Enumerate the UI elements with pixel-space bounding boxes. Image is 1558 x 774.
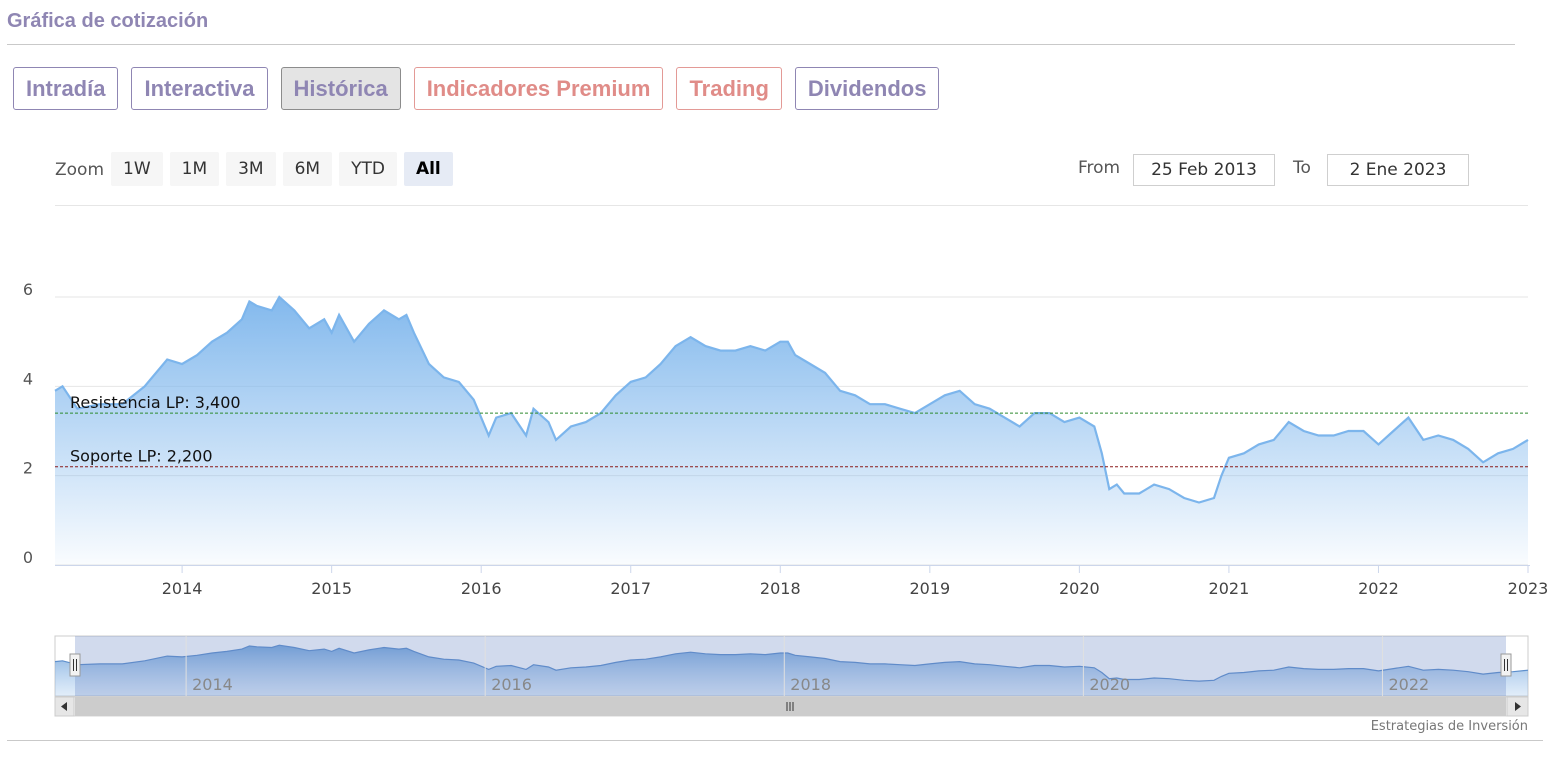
arrow-left-icon (61, 702, 67, 711)
navigator-tick-label: 2020 (1089, 675, 1130, 694)
zoom-all-button[interactable]: All (403, 152, 453, 186)
y-tick-label: 0 (23, 548, 33, 567)
y-tick-label: 4 (23, 369, 33, 388)
price-line (54, 295, 1529, 504)
x-tick-label: 2021 (1209, 579, 1250, 598)
zoom-label: Zoom (55, 160, 105, 180)
toolbar-divider (55, 205, 1528, 206)
x-tick-label: 2015 (311, 579, 352, 598)
x-tick-label: 2020 (1059, 579, 1100, 598)
y-tick-label: 2 (23, 459, 33, 478)
x-tick-label: 2023 (1508, 579, 1549, 598)
x-tick-label: 2019 (909, 579, 950, 598)
tab-intradía[interactable]: Intradía (13, 67, 119, 110)
resistance-label: Resistencia LP: 3,400 (70, 393, 241, 412)
zoom-ytd-button[interactable]: YTD (339, 152, 397, 186)
to-label: To (1293, 158, 1311, 178)
bottom-divider (7, 740, 1543, 741)
from-label: From (1078, 158, 1121, 178)
credit-text: Estrategias de Inversión (1370, 719, 1528, 734)
navigator-area (55, 645, 1528, 696)
tab-interactiva[interactable]: Interactiva (131, 67, 268, 110)
navigator-selection (75, 636, 1506, 696)
title-divider (7, 44, 1515, 45)
x-tick-label: 2017 (610, 579, 651, 598)
chart-tabs: Intradía Interactiva Histórica Indicadores … (13, 67, 940, 110)
tab-indicadores-premium[interactable]: Indicadores Premium (413, 67, 664, 110)
price-area (55, 297, 1528, 565)
tab-trading[interactable]: Trading (676, 67, 782, 110)
tab-dividendos[interactable]: Dividendos (794, 67, 940, 110)
zoom-1m-button[interactable]: 1M (169, 152, 220, 186)
x-tick-label: 2014 (162, 579, 203, 598)
navigator-tick-label: 2018 (790, 675, 831, 694)
x-tick-label: 2016 (461, 579, 502, 598)
navigator-right-handle[interactable] (1500, 653, 1512, 677)
arrow-right-icon (1515, 702, 1521, 711)
navigator-line (54, 644, 1529, 682)
zoom-3m-button[interactable]: 3M (226, 152, 276, 186)
page-title: Gráfica de cotización (7, 10, 209, 32)
tab-histórica[interactable]: Histórica (280, 67, 401, 110)
from-date-input[interactable]: 25 Feb 2013 (1133, 154, 1275, 186)
to-date-input[interactable]: 2 Ene 2023 (1327, 154, 1469, 186)
navigator-tick-label: 2022 (1388, 675, 1429, 694)
navigator-tick-label: 2014 (192, 675, 233, 694)
zoom-buttons: 1W 1M 3M 6M YTD All (111, 152, 453, 186)
navigator-tick-label: 2016 (491, 675, 532, 694)
zoom-1w-button[interactable]: 1W (111, 152, 163, 186)
support-label: Soporte LP: 2,200 (70, 447, 213, 466)
zoom-6m-button[interactable]: 6M (282, 152, 333, 186)
navigator-left-handle[interactable] (69, 653, 81, 677)
y-tick-label: 6 (23, 280, 33, 299)
x-tick-label: 2018 (760, 579, 801, 598)
x-tick-label: 2022 (1358, 579, 1399, 598)
